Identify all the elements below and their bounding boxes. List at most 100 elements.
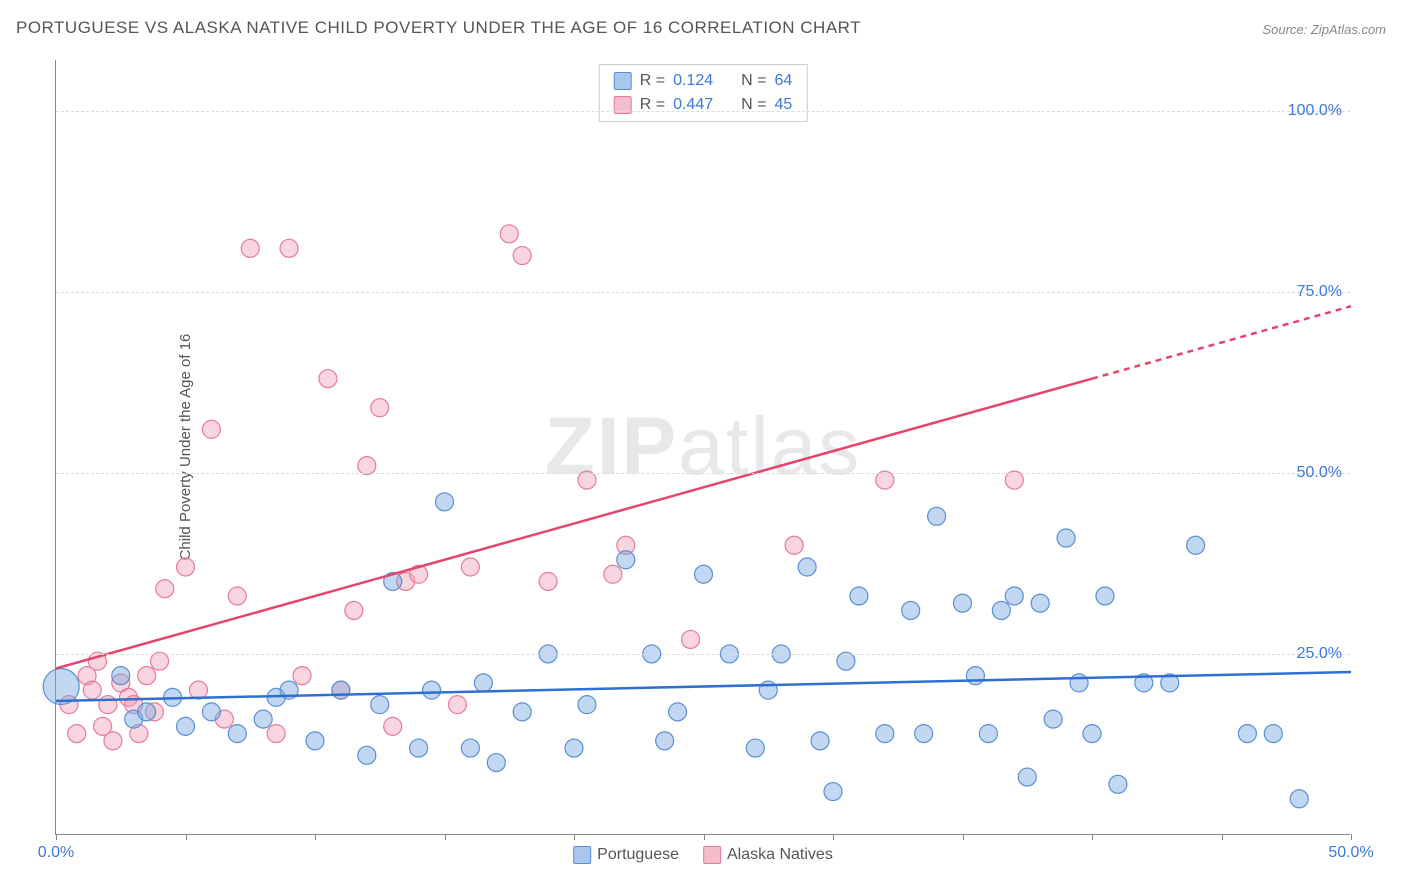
data-point bbox=[902, 601, 920, 619]
data-point bbox=[410, 739, 428, 757]
data-point bbox=[487, 754, 505, 772]
data-point bbox=[1109, 775, 1127, 793]
data-point bbox=[746, 739, 764, 757]
data-point bbox=[682, 630, 700, 648]
data-point bbox=[850, 587, 868, 605]
data-point bbox=[565, 739, 583, 757]
y-tick-label: 50.0% bbox=[1297, 464, 1342, 482]
data-point bbox=[138, 703, 156, 721]
data-point bbox=[319, 370, 337, 388]
x-tick bbox=[315, 834, 316, 840]
data-point bbox=[1070, 674, 1088, 692]
gridline-h bbox=[56, 292, 1350, 293]
data-point bbox=[656, 732, 674, 750]
data-point bbox=[1044, 710, 1062, 728]
data-point bbox=[371, 696, 389, 714]
data-point bbox=[876, 725, 894, 743]
legend-row: R =0.447N =45 bbox=[614, 93, 793, 117]
data-point bbox=[513, 247, 531, 265]
data-point bbox=[138, 667, 156, 685]
gridline-h bbox=[56, 654, 1350, 655]
series-legend-item: Alaska Natives bbox=[703, 846, 833, 864]
data-point bbox=[824, 783, 842, 801]
chart-title: PORTUGUESE VS ALASKA NATIVE CHILD POVERT… bbox=[16, 18, 861, 38]
data-point bbox=[500, 225, 518, 243]
data-point bbox=[43, 669, 79, 705]
data-point bbox=[448, 696, 466, 714]
series-legend: Portuguese Alaska Natives bbox=[573, 846, 833, 864]
data-point bbox=[966, 667, 984, 685]
data-point bbox=[513, 703, 531, 721]
data-point bbox=[539, 572, 557, 590]
x-tick bbox=[56, 834, 57, 840]
data-point bbox=[785, 536, 803, 554]
x-tick-label: 50.0% bbox=[1328, 844, 1373, 862]
x-tick bbox=[963, 834, 964, 840]
data-point bbox=[474, 674, 492, 692]
data-point bbox=[202, 420, 220, 438]
data-point bbox=[423, 681, 441, 699]
x-tick bbox=[186, 834, 187, 840]
y-tick-label: 25.0% bbox=[1297, 645, 1342, 663]
data-point bbox=[384, 717, 402, 735]
data-point bbox=[1083, 725, 1101, 743]
data-point bbox=[1238, 725, 1256, 743]
data-point bbox=[1187, 536, 1205, 554]
data-point bbox=[695, 565, 713, 583]
data-point bbox=[811, 732, 829, 750]
legend-r-value: 0.124 bbox=[673, 72, 713, 90]
data-point bbox=[68, 725, 86, 743]
plot-area: Child Poverty Under the Age of 16 ZIPatl… bbox=[55, 60, 1350, 835]
series-legend-label: Portuguese bbox=[597, 846, 679, 863]
trend-line bbox=[56, 672, 1351, 701]
data-point bbox=[578, 696, 596, 714]
data-point bbox=[254, 710, 272, 728]
data-point bbox=[280, 239, 298, 257]
x-tick bbox=[833, 834, 834, 840]
x-tick bbox=[574, 834, 575, 840]
data-point bbox=[604, 565, 622, 583]
data-point bbox=[1031, 594, 1049, 612]
legend-r-label: R = bbox=[640, 72, 665, 90]
data-point bbox=[617, 551, 635, 569]
data-point bbox=[928, 507, 946, 525]
source-label: Source: ZipAtlas.com bbox=[1262, 22, 1386, 37]
data-point bbox=[798, 558, 816, 576]
data-point bbox=[954, 594, 972, 612]
x-tick bbox=[1222, 834, 1223, 840]
x-tick bbox=[704, 834, 705, 840]
y-tick-label: 100.0% bbox=[1288, 102, 1342, 120]
data-point bbox=[99, 696, 117, 714]
x-tick-label: 0.0% bbox=[38, 844, 74, 862]
data-point bbox=[267, 725, 285, 743]
legend-swatch bbox=[703, 846, 721, 864]
series-legend-item: Portuguese bbox=[573, 846, 679, 864]
correlation-legend: R =0.124N =64R =0.447N =45 bbox=[599, 64, 808, 122]
data-point bbox=[436, 493, 454, 511]
legend-swatch bbox=[614, 72, 632, 90]
trend-line-extrapolated bbox=[1092, 306, 1351, 378]
data-point bbox=[104, 732, 122, 750]
data-point bbox=[345, 601, 363, 619]
x-tick bbox=[1351, 834, 1352, 840]
data-point bbox=[461, 739, 479, 757]
data-point bbox=[228, 587, 246, 605]
data-point bbox=[177, 558, 195, 576]
gridline-h bbox=[56, 111, 1350, 112]
data-point bbox=[461, 558, 479, 576]
data-point bbox=[1096, 587, 1114, 605]
data-point bbox=[1264, 725, 1282, 743]
chart-svg bbox=[56, 60, 1350, 834]
data-point bbox=[1057, 529, 1075, 547]
y-tick-label: 75.0% bbox=[1297, 283, 1342, 301]
data-point bbox=[1005, 587, 1023, 605]
data-point bbox=[156, 580, 174, 598]
x-tick bbox=[445, 834, 446, 840]
data-point bbox=[915, 725, 933, 743]
data-point bbox=[112, 667, 130, 685]
data-point bbox=[371, 399, 389, 417]
x-tick bbox=[1092, 834, 1093, 840]
data-point bbox=[669, 703, 687, 721]
data-point bbox=[358, 746, 376, 764]
chart-container: PORTUGUESE VS ALASKA NATIVE CHILD POVERT… bbox=[0, 0, 1406, 892]
